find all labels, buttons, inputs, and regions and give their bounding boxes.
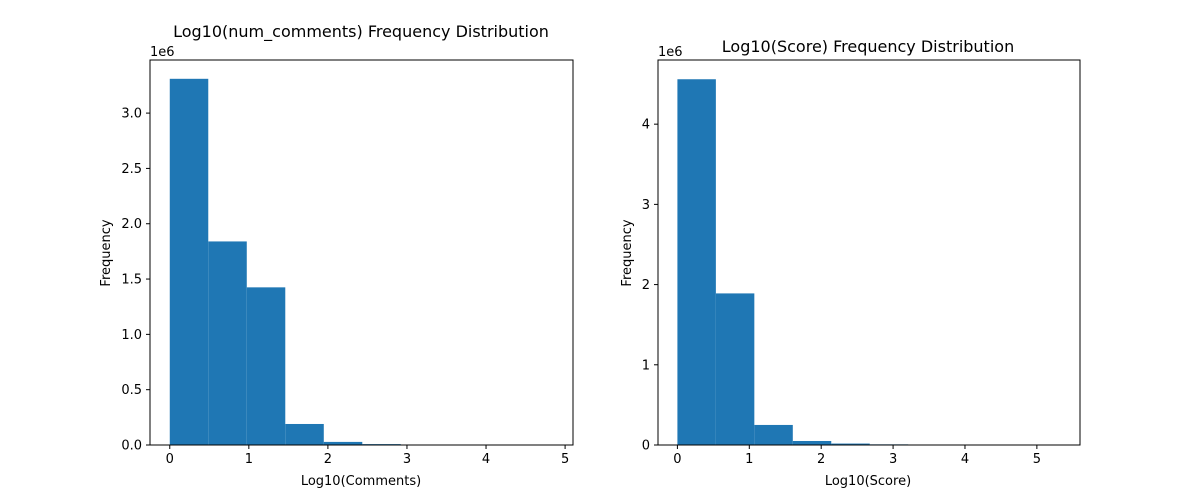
axes-frame — [149, 59, 574, 446]
y-tick-label: 1 — [642, 358, 650, 373]
y-axis-ticks: 0 1 2 3 4 — [642, 118, 658, 454]
histogram-bar — [715, 293, 755, 445]
histogram-bars — [677, 79, 1063, 445]
y-tick-label: 0.0 — [121, 439, 142, 454]
y-tick-label: 4 — [642, 118, 650, 133]
x-tick-label: 1 — [745, 452, 753, 467]
histogram-bar — [208, 241, 247, 445]
x-tick-label: 1 — [245, 452, 253, 467]
y-axis-ticks: 0.0 0.5 1.0 1.5 2.0 2.5 3.0 — [121, 107, 150, 454]
score-histogram-chart: Log10(Score) Frequency Distribution 1e6 … — [620, 37, 1081, 489]
x-tick-label: 5 — [1033, 452, 1041, 467]
y-tick-label: 2.0 — [121, 217, 142, 232]
x-tick-label: 0 — [166, 452, 174, 467]
y-offset-label: 1e6 — [150, 45, 175, 60]
chart-title: Log10(num_comments) Frequency Distributi… — [173, 22, 549, 42]
y-tick-label: 3 — [642, 198, 650, 213]
y-offset-label: 1e6 — [658, 45, 683, 60]
chart-title: Log10(Score) Frequency Distribution — [722, 37, 1014, 56]
y-tick-label: 0.5 — [121, 383, 142, 398]
x-tick-label: 2 — [324, 452, 332, 467]
x-tick-label: 4 — [961, 452, 969, 467]
y-tick-label: 1.5 — [121, 273, 142, 288]
histogram-bar — [285, 423, 324, 445]
histogram-bar — [323, 441, 363, 445]
y-tick-label: 1.0 — [121, 328, 142, 343]
x-tick-label: 4 — [482, 452, 490, 467]
y-tick-label: 2.5 — [121, 162, 142, 177]
comments-histogram-chart: Log10(num_comments) Frequency Distributi… — [99, 22, 574, 489]
y-axis-label: Frequency — [620, 219, 635, 286]
histogram-bar — [246, 287, 286, 445]
histogram-bar — [831, 443, 870, 445]
y-tick-label: 0 — [642, 439, 650, 454]
y-tick-label: 3.0 — [121, 107, 142, 122]
x-tick-label: 2 — [817, 452, 825, 467]
x-tick-label: 3 — [403, 452, 411, 467]
x-tick-label: 5 — [561, 452, 569, 467]
histogram-bar — [169, 78, 209, 446]
x-axis-label: Log10(Comments) — [301, 474, 421, 489]
x-axis-ticks: 0 1 2 3 4 5 — [166, 445, 569, 467]
x-tick-label: 3 — [889, 452, 897, 467]
histogram-bar — [792, 440, 832, 445]
histogram-bar — [754, 424, 793, 445]
axes-frame — [657, 59, 1081, 446]
x-axis-label: Log10(Score) — [825, 474, 911, 489]
histogram-bar — [677, 79, 716, 445]
y-axis-label: Frequency — [99, 219, 114, 286]
y-tick-label: 2 — [642, 278, 650, 293]
x-axis-ticks: 0 1 2 3 4 5 — [673, 445, 1041, 467]
histogram-bars — [169, 78, 555, 446]
x-tick-label: 0 — [673, 452, 681, 467]
